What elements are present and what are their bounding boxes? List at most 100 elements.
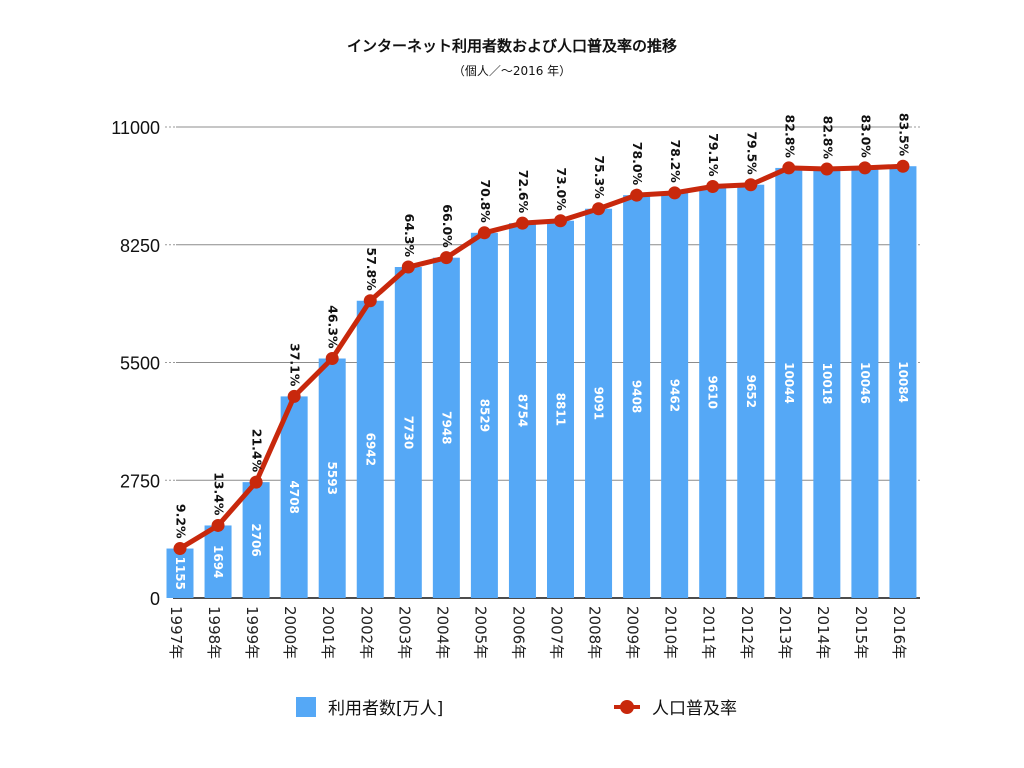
rate-point: [630, 188, 644, 202]
rate-label: 82.8%: [820, 116, 835, 160]
bar-value-label: 7730: [401, 416, 415, 449]
bar-value-label: 4708: [287, 481, 301, 514]
x-tick-label: 1998年: [205, 606, 223, 659]
x-tick-label: 2005年: [471, 606, 489, 659]
x-tick-label: 2008年: [586, 606, 604, 659]
rate-point: [477, 226, 491, 240]
rate-point: [554, 214, 567, 228]
rate-label: 72.6%: [516, 170, 531, 214]
rate-label: 21.4%: [250, 429, 265, 473]
bar: [737, 184, 765, 598]
y-tick-label: 11000: [111, 118, 160, 138]
bar: [508, 223, 536, 599]
rate-point: [896, 159, 910, 173]
x-tick-label: 1997年: [167, 606, 185, 659]
rate-label: 57.8%: [364, 247, 379, 291]
bar-value-label: 8811: [554, 393, 568, 426]
x-tick-label: 2003年: [395, 606, 413, 659]
x-tick-label: 2015年: [852, 606, 870, 659]
bar-value-label: 8529: [477, 399, 491, 432]
legend-bar-swatch: [296, 697, 316, 717]
bar-value-label: 1694: [211, 545, 225, 578]
rate-label: 66.0%: [440, 204, 455, 248]
rate-point: [744, 178, 758, 192]
legend: 利用者数[万人] 人口普及率: [296, 697, 737, 719]
bar-value-label: 2706: [249, 523, 263, 556]
rate-point: [820, 162, 834, 176]
x-tick-label: 2011年: [700, 606, 718, 659]
legend-bar-label: 利用者数[万人]: [328, 699, 443, 719]
y-tick-label: 2750: [120, 471, 160, 491]
rate-point: [287, 389, 301, 403]
rate-label: 83.5%: [896, 113, 911, 157]
rate-point: [782, 161, 796, 175]
bar: [851, 167, 879, 598]
bar: [775, 167, 803, 598]
x-tick-label: 2013年: [776, 606, 794, 659]
bar: [470, 232, 498, 599]
chart-title: インターネット利用者数および人口普及率の推移: [347, 37, 677, 55]
rate-label: 73.0%: [554, 167, 569, 211]
rate-point: [592, 202, 606, 216]
bar-value-label: 10084: [896, 361, 910, 403]
bar-value-label: 9652: [744, 375, 758, 408]
rate-point: [401, 260, 415, 274]
x-tick-label: 2002年: [357, 606, 375, 659]
bar: [623, 195, 651, 598]
rate-point: [173, 542, 187, 556]
rate-label: 79.1%: [706, 133, 721, 177]
chart-subtitle: （個人／～2016 年）: [453, 64, 571, 78]
rate-point: [439, 251, 453, 265]
bar: [661, 192, 689, 598]
legend-line-label: 人口普及率: [652, 699, 737, 719]
rate-point: [249, 475, 263, 489]
x-tick-label: 2012年: [738, 606, 756, 659]
bar-value-label: 6942: [363, 433, 377, 466]
bar: [699, 186, 727, 598]
bar-value-label: 10046: [858, 362, 872, 404]
rate-point: [858, 161, 872, 175]
rate-point: [515, 216, 529, 230]
x-tick-label: 2009年: [624, 606, 642, 659]
bar-value-label: 1155: [173, 557, 187, 590]
bar-value-label: 9610: [706, 376, 720, 409]
bar-value-label: 9462: [668, 379, 682, 412]
x-tick-label: 2006年: [509, 606, 527, 659]
bar-value-label: 10044: [782, 362, 796, 404]
bar: [204, 525, 232, 598]
x-tick-label: 2010年: [662, 606, 680, 659]
bar: [166, 548, 194, 598]
x-tick-label: 2016年: [890, 606, 908, 659]
rate-point: [363, 294, 377, 308]
rate-label: 37.1%: [288, 343, 303, 387]
bar: [318, 358, 346, 598]
rate-line: [178, 163, 904, 551]
bar-value-label: 10018: [820, 363, 834, 405]
bar: [432, 257, 460, 598]
x-tick-label: 2007年: [548, 606, 566, 659]
bar-value-label: 5593: [325, 462, 339, 495]
bar: [889, 166, 917, 599]
legend-line-marker: [620, 700, 634, 714]
bar-value-label: 9408: [630, 380, 644, 413]
x-tick-label: 2000年: [281, 606, 299, 659]
bar-value-label: 9091: [592, 387, 606, 420]
bar: [585, 208, 613, 598]
y-tick-label: 0: [150, 589, 160, 609]
bar: [356, 300, 384, 598]
rate-label: 75.3%: [592, 155, 607, 199]
x-tick-label: 1999年: [243, 606, 261, 659]
rate-label: 9.2%: [174, 504, 189, 539]
rate-point: [325, 352, 339, 366]
rate-label: 13.4%: [212, 472, 227, 516]
y-tick-label: 8250: [120, 236, 160, 256]
x-tick-label: 2001年: [319, 606, 337, 659]
bar-value-label: 8754: [515, 394, 529, 427]
rate-label: 46.3%: [326, 305, 341, 349]
rate-label: 78.2%: [668, 139, 683, 183]
x-tick-label: 2004年: [433, 606, 451, 659]
bar: [547, 220, 574, 598]
bar-value-label: 7948: [439, 411, 453, 444]
